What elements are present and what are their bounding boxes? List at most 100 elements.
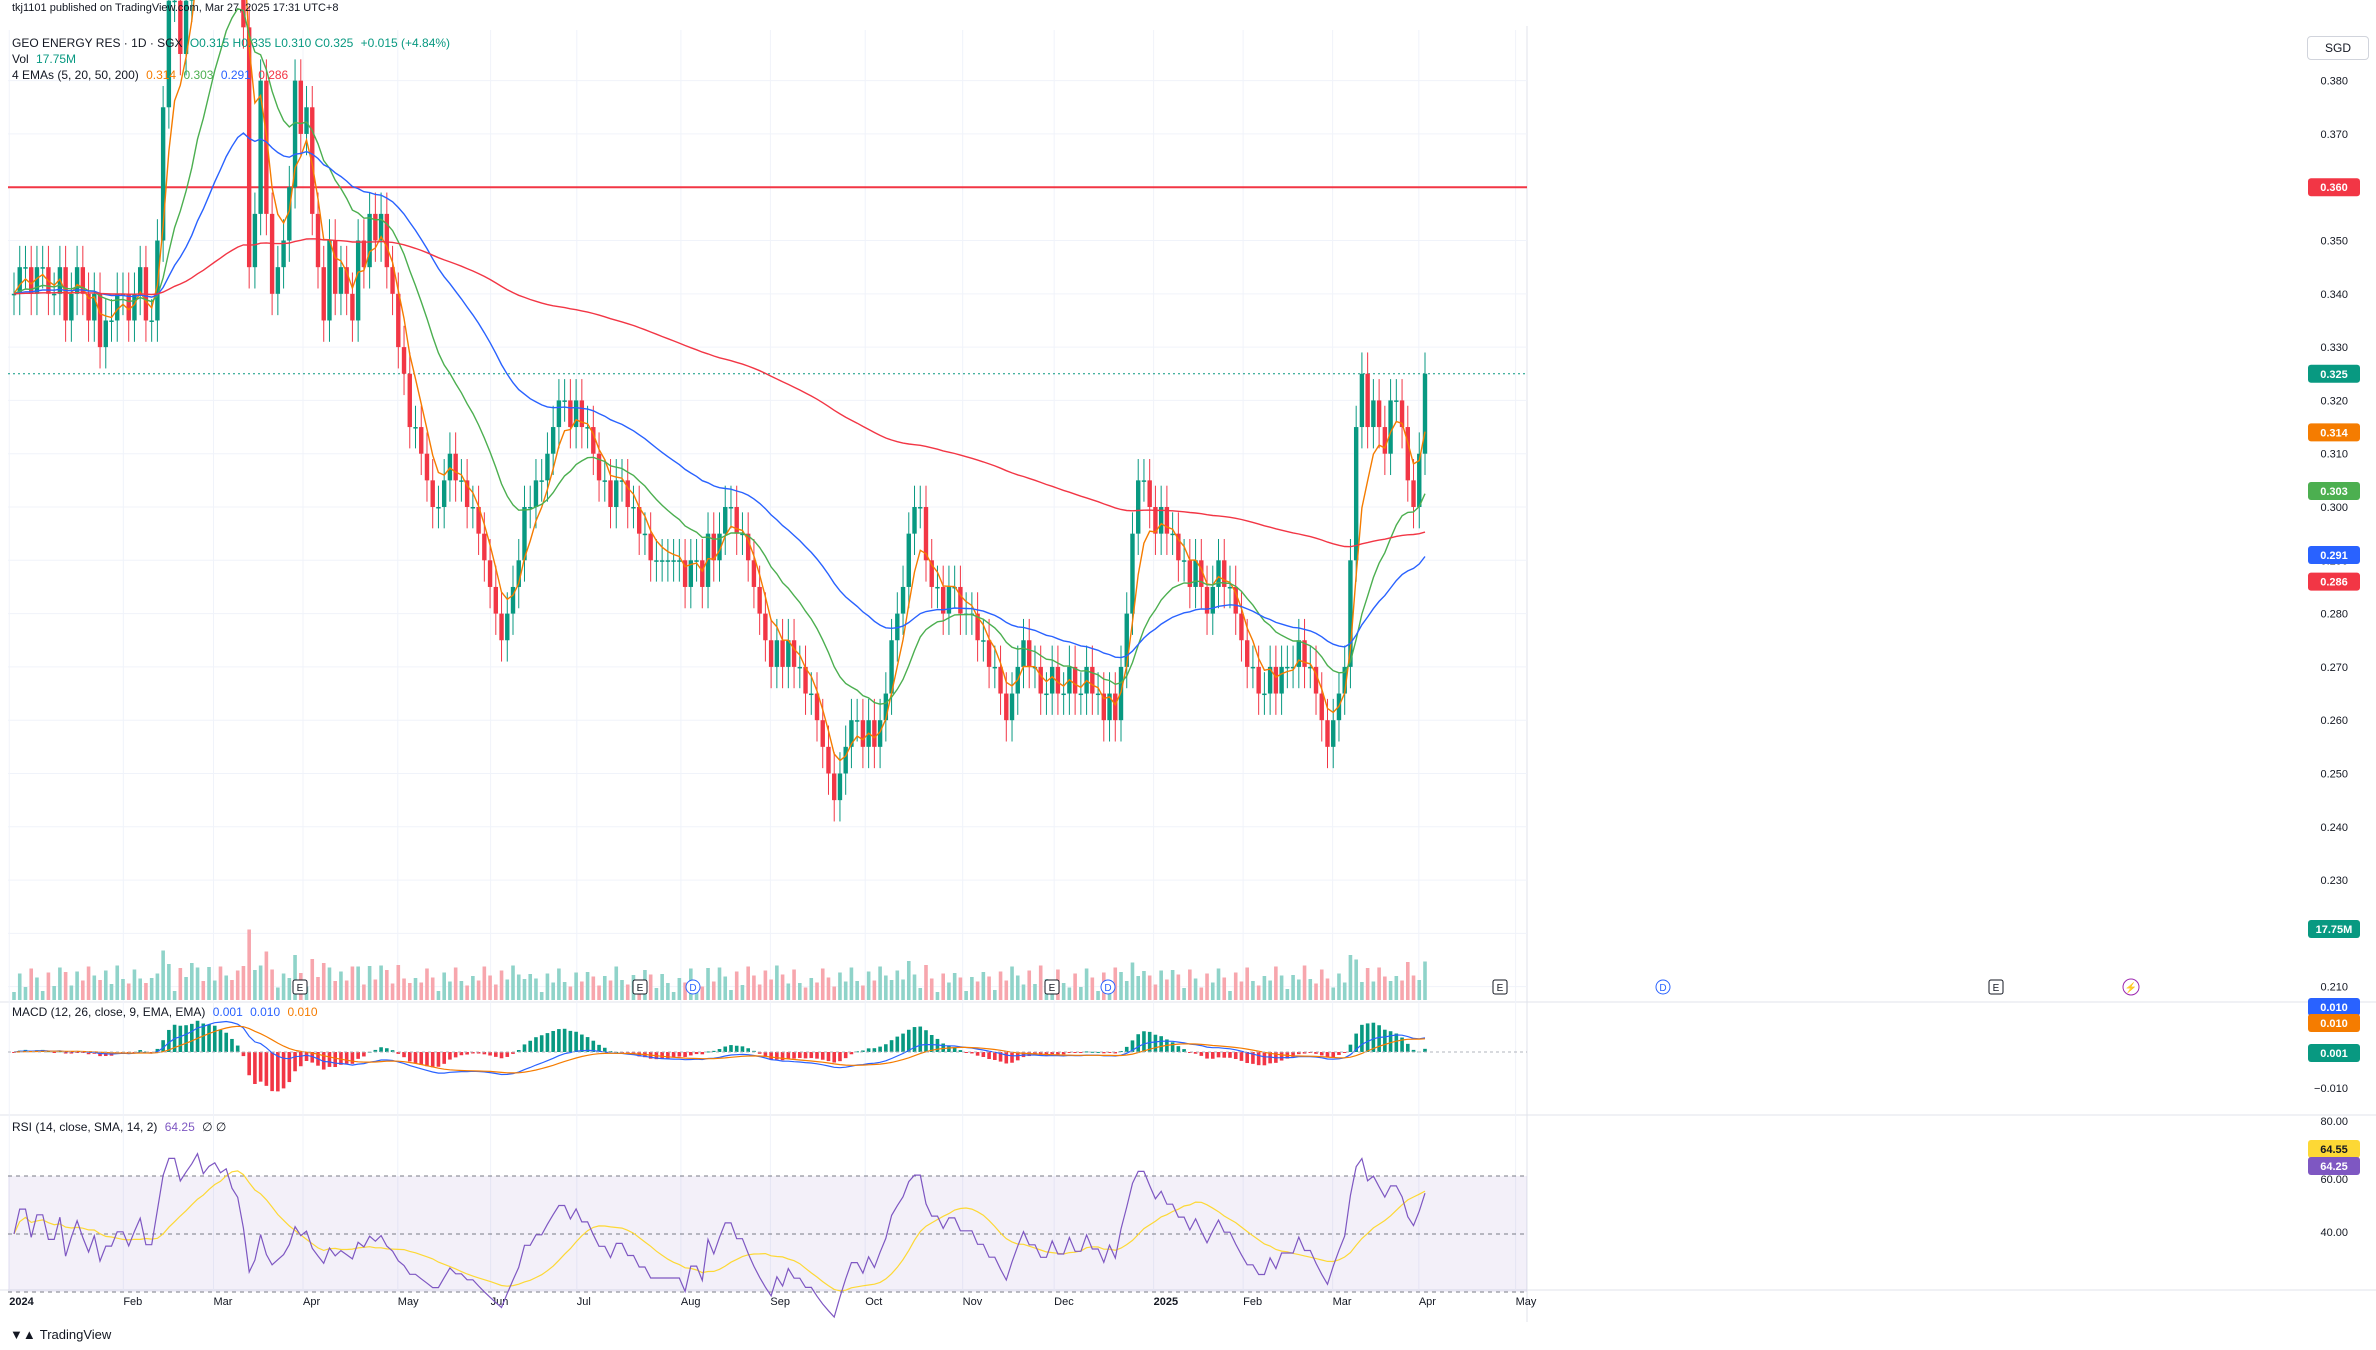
macd-histogram-bar [941,1043,945,1052]
rsi-label[interactable]: RSI (14, close, SMA, 14, 2) [12,1120,158,1134]
candle-body [241,0,246,28]
candle-body [1009,693,1015,721]
candle-body [1325,720,1330,747]
currency-button[interactable]: SGD [2307,36,2369,60]
macd-histogram-bar [1010,1052,1014,1063]
macd-histogram-bar [1073,1052,1077,1053]
candle-body [344,267,349,294]
macd-histogram-bar [1302,1052,1307,1054]
macd-histogram-bar [276,1052,280,1092]
candle-body [1136,480,1141,534]
candle-body [510,586,516,614]
ema-badge-ema200 [2308,572,2360,591]
volume-bar [121,979,125,1000]
macd-histogram-bar [671,1052,676,1058]
candle-body [1061,693,1066,696]
macd-histogram-bar [63,1052,68,1054]
volume-bar [717,967,722,1000]
candle-body [734,507,739,534]
volume-bar [872,980,877,1000]
candle-body [1233,586,1238,614]
ema20-value: 0.303 [183,68,214,82]
candle-body [539,480,544,482]
candle-body [711,533,716,561]
volume-bar [362,984,366,1000]
volume-bar [333,981,338,1000]
macd-histogram-bar [752,1050,756,1052]
price-tick-label: 0.230 [2320,875,2348,887]
time-tick-label: Apr [1419,1296,1436,1308]
volume-bar [218,966,223,1000]
volume-bar [1383,976,1387,1000]
candle-body [1004,693,1009,721]
macd-histogram-bar [706,1051,710,1053]
candle-body [97,293,103,348]
volume-bar [723,976,728,1000]
candle-body [11,293,17,296]
macd-histogram-bar [591,1040,596,1052]
candle-body [298,80,303,134]
volume-bar [465,985,469,1000]
volume-bar [534,978,538,1000]
tradingview-logo[interactable]: ▼▲ TradingView [10,1327,112,1342]
earnings-event-icon [292,979,308,995]
macd-histogram-bar [539,1035,544,1052]
macd-histogram-bar [505,1052,510,1057]
macd-histogram-bar [1233,1052,1238,1060]
candle-body [1027,640,1032,667]
macd-histogram-bar [1297,1052,1301,1055]
candle-body [1411,480,1416,508]
macd-histogram-bar [201,1023,206,1052]
macd-histogram-bar [1325,1052,1330,1058]
ema-badge-ema50-label: 0.291 [2320,550,2348,562]
volume-bar [1199,987,1204,1000]
volume-bar [52,986,56,1000]
volume-bar [276,987,280,1000]
ema-label[interactable]: 4 EMAs (5, 20, 50, 200) [12,68,139,82]
macd-histogram-bar [281,1052,286,1089]
candle-body [1187,560,1193,587]
macd-histogram-bar [385,1048,389,1052]
volume-bar [1245,967,1249,1000]
macd-histogram-bar [757,1052,762,1054]
volume-bar [367,966,372,1000]
candle-body [1388,400,1393,454]
candle-body [1279,666,1284,694]
macd-histogram-bar [1222,1052,1227,1058]
candle-body [69,293,74,321]
macd-histogram-bar [230,1038,234,1052]
candle-body [573,400,579,428]
macd-histogram-bar [356,1052,360,1059]
macd-label[interactable]: MACD (12, 26, close, 9, EMA, EMA) [12,1005,206,1019]
volume-bar [918,988,923,1000]
volume-bar [270,969,274,1000]
candle-body [269,213,275,294]
candle-body [1417,453,1422,508]
volume-bar [729,990,733,1000]
candle-body [338,267,344,294]
candle-body [436,507,441,509]
volume-bar [838,972,842,1000]
candle-body [791,640,797,667]
ema-badge-ema5 [2308,423,2360,442]
volume-bar [987,976,991,1000]
candle-body [608,480,613,508]
macd-histogram-bar [86,1052,91,1055]
candle-body [258,80,263,214]
candle-body [688,560,694,587]
macd-histogram-bar [551,1031,555,1052]
candle-body [682,560,688,587]
volume-bar [1417,980,1422,1000]
candle-body [1153,507,1158,534]
candle-body [476,507,481,534]
volume-bar [40,991,45,1000]
macd-histogram-bar [1291,1052,1295,1057]
time-tick-label: 2025 [1154,1296,1178,1308]
macd-value: 0.001 [212,1005,243,1019]
dividend-event-label: D [1104,983,1111,994]
candle-body [137,267,143,294]
candle-body [1331,720,1336,747]
symbol-name[interactable]: GEO ENERGY RES · 1D · SGX [12,36,183,50]
volume-bar [1256,985,1261,1000]
